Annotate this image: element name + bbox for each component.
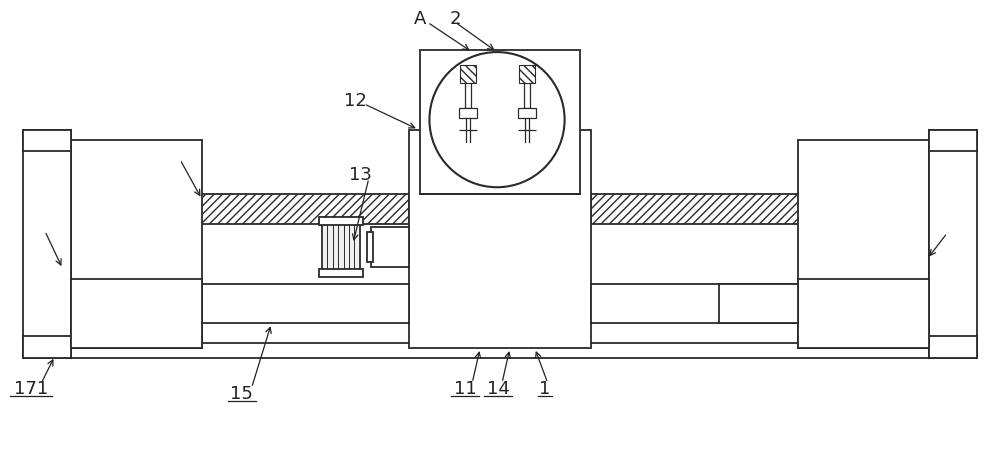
Bar xyxy=(23,130,71,359)
Text: 11: 11 xyxy=(454,379,477,397)
Bar xyxy=(798,140,929,349)
Bar xyxy=(929,130,977,359)
Bar xyxy=(420,51,580,195)
Text: 12: 12 xyxy=(344,92,367,110)
Text: 16: 16 xyxy=(159,146,181,164)
Bar xyxy=(23,130,71,152)
Bar xyxy=(591,195,929,225)
Text: 17: 17 xyxy=(23,218,46,236)
Text: 14: 14 xyxy=(487,379,509,397)
Bar xyxy=(460,66,476,84)
Bar xyxy=(367,232,373,262)
Bar xyxy=(591,284,798,324)
Bar xyxy=(459,109,477,119)
Bar xyxy=(929,130,977,152)
Text: 171: 171 xyxy=(14,379,48,397)
Bar xyxy=(71,195,409,225)
Bar xyxy=(319,217,363,226)
Bar xyxy=(371,227,409,267)
Bar xyxy=(202,284,409,324)
Bar xyxy=(518,109,536,119)
Bar xyxy=(409,130,591,349)
Bar xyxy=(319,269,363,277)
Bar xyxy=(519,66,535,84)
Bar xyxy=(322,221,360,273)
Bar xyxy=(929,336,977,359)
Text: 18: 18 xyxy=(946,221,969,239)
Text: 13: 13 xyxy=(349,166,372,184)
Bar xyxy=(23,336,71,359)
Text: 15: 15 xyxy=(230,384,253,402)
Bar xyxy=(719,284,798,324)
Text: A: A xyxy=(414,10,427,28)
Text: 2: 2 xyxy=(450,10,461,28)
Bar xyxy=(71,344,929,359)
Bar xyxy=(71,140,202,349)
Bar xyxy=(71,279,202,349)
Text: 1: 1 xyxy=(539,379,550,397)
Bar xyxy=(798,279,929,349)
